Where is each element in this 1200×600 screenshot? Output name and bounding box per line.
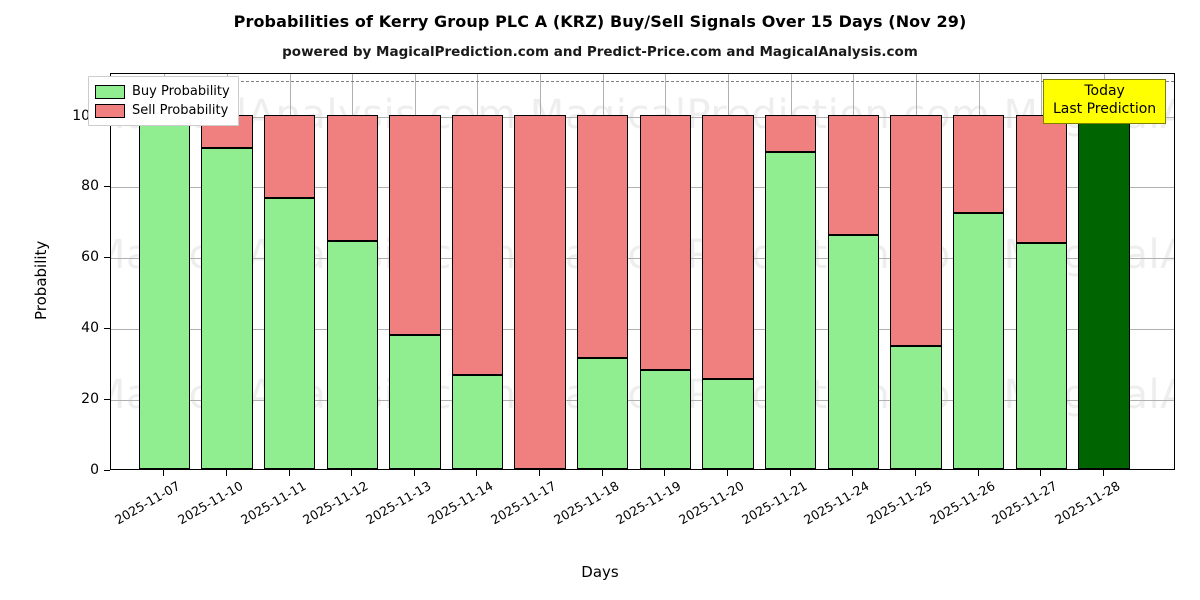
x-axis-tick-mark [915,470,916,476]
bar-segment-buy[interactable] [702,378,754,469]
bar-segment-sell[interactable] [577,114,629,358]
today-annotation-line1: Today [1084,83,1125,99]
bar-segment-sell[interactable] [326,114,378,242]
x-axis-tick-mark [789,470,791,476]
bar-segment-sell[interactable] [952,114,1005,214]
x-axis-tick-mark [852,470,854,476]
y-axis-tick-mark [104,186,110,188]
bar-group[interactable] [451,74,504,469]
bar-segment-sell[interactable] [702,114,754,379]
bar-segment-buy[interactable] [138,114,190,469]
x-axis-tick-mark [225,470,227,476]
legend-swatch-sell-icon [95,103,125,118]
x-axis-tick-mark [163,470,165,476]
bar-segment-sell[interactable] [890,114,942,346]
y-axis-tick-label: 80 [81,178,99,195]
bar-group[interactable] [263,74,316,469]
bar-group[interactable] [702,74,754,469]
legend: Buy Probability Sell Probability [88,76,239,126]
x-axis-tick-mark [1102,470,1104,476]
bar-segment-buy[interactable] [639,370,692,469]
bar-segment-buy[interactable] [263,198,316,469]
bar-segment-buy[interactable] [389,335,441,469]
bar-segment-buy[interactable] [451,375,504,469]
bar-group[interactable] [1078,74,1130,469]
bar-group[interactable] [326,74,378,469]
legend-item-sell: Sell Probability [95,101,230,120]
bar-group[interactable] [1015,74,1067,469]
threshold-dashed-line [111,81,1174,83]
bar-group[interactable] [639,74,692,469]
y-axis-tick-label: 0 [90,462,99,478]
bar-segment-buy[interactable] [890,345,942,469]
x-axis-tick-mark [351,470,353,476]
bar-group[interactable] [890,74,942,469]
today-annotation: Today Last Prediction [1043,79,1167,124]
bar-series [111,74,1174,469]
x-axis-tick-mark [601,470,603,476]
bar-segment-buy[interactable] [577,357,629,469]
legend-swatch-buy-icon [95,84,125,99]
bar-segment-sell[interactable] [639,114,692,371]
x-axis-tick-mark [476,470,478,476]
x-axis-tick-mark [727,470,729,476]
bar-segment-buy[interactable] [952,213,1005,469]
bar-group[interactable] [201,74,253,469]
chart-title: Probabilities of Kerry Group PLC A (KRZ)… [233,12,967,31]
y-axis-tick-mark [104,328,110,330]
bar-segment-sell[interactable] [765,114,817,152]
bar-segment-sell[interactable] [514,114,566,469]
y-axis-tick-label: 20 [81,391,99,408]
y-axis-tick-label: 40 [81,320,99,337]
y-axis-tick-label: 100 [72,107,99,124]
legend-item-buy: Buy Probability [95,82,230,101]
x-axis-tick-mark [288,470,290,476]
y-axis-tick-mark [104,257,110,259]
x-axis-tick-mark [539,470,541,476]
bar-segment-sell[interactable] [827,114,880,235]
bar-segment-buy[interactable] [201,147,253,469]
bar-segment-buy[interactable] [1015,242,1067,469]
bar-segment-buy[interactable] [827,234,880,469]
x-axis-tick-mark [977,470,979,476]
legend-label-sell: Sell Probability [132,103,229,118]
x-axis-tick-mark [1040,470,1042,476]
y-axis-tick-mark [104,399,110,401]
bar-group[interactable] [765,74,817,469]
bar-segment-buy[interactable] [326,241,378,469]
bar-segment-sell[interactable] [451,114,504,376]
bar-group[interactable] [389,74,441,469]
bar-segment-buy[interactable] [765,151,817,469]
x-axis-tick-mark [664,470,666,476]
legend-label-buy: Buy Probability [132,84,230,99]
x-axis-tick-mark [413,470,415,476]
bar-group[interactable] [138,74,190,469]
y-axis-tick-label: 60 [81,249,99,266]
bar-group[interactable] [577,74,629,469]
plot-area: MagicalAnalysis.com MagicalPrediction.co… [110,73,1175,470]
bar-segment-sell[interactable] [1015,114,1067,243]
bar-segment-sell[interactable] [263,114,316,199]
today-annotation-line2: Last Prediction [1053,100,1157,117]
chart-subtitle: powered by MagicalPrediction.com and Pre… [282,44,918,60]
y-axis-tick-mark [104,470,110,471]
bar-group[interactable] [514,74,566,469]
bar-segment-today[interactable] [1078,114,1130,469]
bar-group[interactable] [952,74,1005,469]
x-axis-label: Days [581,563,619,581]
bar-segment-sell[interactable] [389,114,441,336]
bar-group[interactable] [827,74,880,469]
